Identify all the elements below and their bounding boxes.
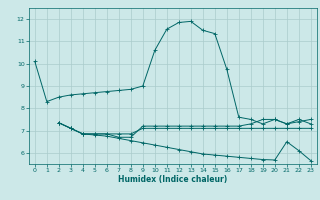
X-axis label: Humidex (Indice chaleur): Humidex (Indice chaleur) (118, 175, 228, 184)
